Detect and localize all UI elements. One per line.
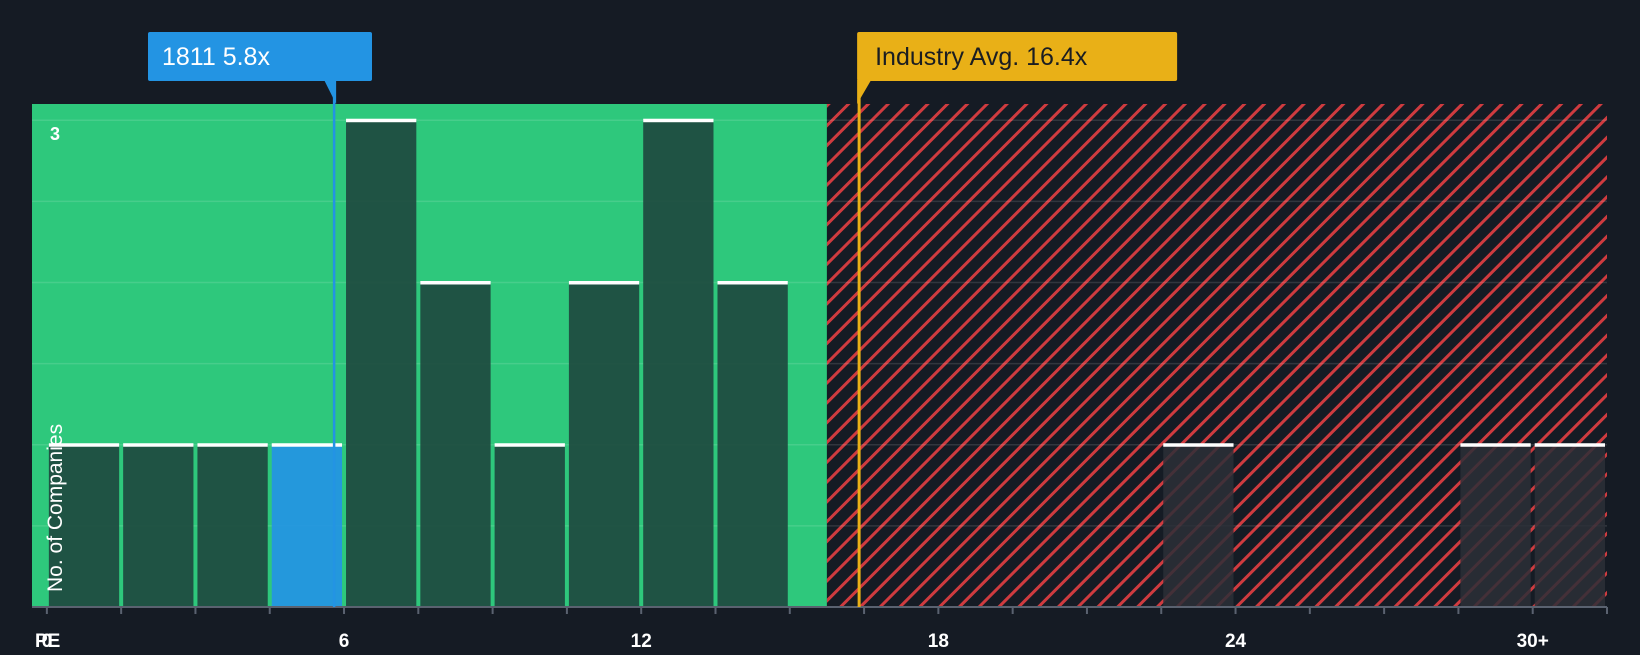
histogram-bar-cap-2 — [197, 443, 268, 447]
histogram-bar-cap-8 — [643, 118, 714, 123]
histogram-bar-6 — [494, 444, 565, 607]
industry-label-pointer — [857, 80, 872, 104]
company-label: 1811 5.8x — [162, 43, 270, 71]
histogram-bar-cap-5 — [420, 280, 491, 285]
company-label-box — [148, 32, 372, 81]
histogram-bar-0 — [48, 444, 120, 607]
industry-avg-label: Industry Avg. 16.4x — [875, 43, 1088, 71]
industry-label-box — [857, 32, 1178, 81]
histogram-bar-cap-10 — [1163, 443, 1234, 447]
x-tick-label: 0 — [42, 631, 53, 650]
histogram-bar-cap-3 — [271, 443, 343, 447]
y-axis-label: No. of Companies — [44, 424, 67, 592]
histogram-bar-cap-7 — [568, 280, 640, 285]
histogram-bar-2 — [197, 444, 268, 607]
x-tick-label: 18 — [928, 631, 949, 650]
x-axis-label: PE — [35, 631, 60, 650]
histogram-bar-10 — [1163, 444, 1234, 607]
company-label-pointer — [324, 80, 337, 104]
y-tick-label: 3 — [50, 124, 60, 144]
histogram-bar-cap-0 — [48, 443, 120, 447]
histogram-bar-3 — [271, 444, 343, 607]
histogram-bar-5 — [420, 282, 491, 607]
histogram-bar-7 — [568, 282, 640, 607]
histogram-bar-cap-1 — [123, 443, 194, 447]
histogram-bar-11 — [1460, 444, 1531, 607]
x-tick-label: 30+ — [1517, 631, 1549, 650]
histogram-bar-cap-9 — [717, 280, 788, 285]
histogram-bar-9 — [717, 282, 788, 607]
histogram-bar-cap-11 — [1460, 443, 1531, 447]
x-tick-label: 12 — [631, 631, 652, 650]
histogram-bar-8 — [643, 120, 714, 608]
histogram-bar-cap-12 — [1534, 443, 1605, 447]
histogram-bar-4 — [346, 120, 417, 608]
x-tick-label: 6 — [339, 631, 350, 650]
x-tick-label: 24 — [1225, 631, 1247, 650]
histogram-bar-1 — [123, 444, 194, 607]
histogram-bar-cap-4 — [346, 118, 417, 123]
histogram-bar-cap-6 — [494, 443, 565, 447]
histogram-bar-12 — [1534, 444, 1605, 607]
